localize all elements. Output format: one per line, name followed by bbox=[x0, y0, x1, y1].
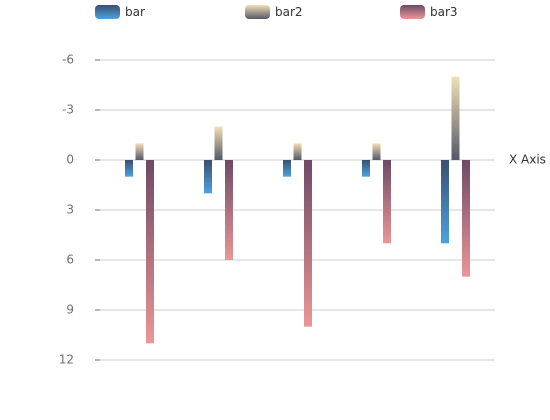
y-tick-label: 9 bbox=[66, 303, 74, 317]
bar bbox=[383, 160, 391, 244]
bar bbox=[225, 160, 233, 260]
bar bbox=[214, 126, 223, 160]
x-axis-name: X Axis bbox=[509, 153, 546, 167]
legend-label: bar bbox=[125, 5, 145, 19]
bar bbox=[362, 160, 370, 177]
y-tick-label: -6 bbox=[62, 53, 74, 67]
legend: bar bar2 bar3 bbox=[95, 5, 458, 19]
y-tick-label: 12 bbox=[59, 353, 74, 367]
bar bbox=[283, 160, 291, 177]
legend-label: bar3 bbox=[430, 5, 458, 19]
bar bbox=[304, 160, 312, 327]
y-tick-label: 3 bbox=[66, 203, 74, 217]
legend-swatch bbox=[400, 5, 425, 19]
bar bbox=[441, 160, 449, 244]
bar bbox=[146, 160, 154, 344]
bar bbox=[451, 76, 460, 160]
y-tick-label: 0 bbox=[66, 153, 74, 167]
bar bbox=[462, 160, 470, 277]
bar bbox=[125, 160, 133, 177]
legend-swatch bbox=[95, 5, 120, 19]
y-tick-label: -3 bbox=[62, 103, 74, 117]
y-tick-label: 6 bbox=[66, 253, 74, 267]
bar bbox=[135, 143, 144, 160]
bar bbox=[293, 143, 302, 160]
legend-label: bar2 bbox=[275, 5, 303, 19]
bar bbox=[204, 160, 212, 194]
bar bbox=[372, 143, 381, 160]
legend-swatch bbox=[245, 5, 270, 19]
